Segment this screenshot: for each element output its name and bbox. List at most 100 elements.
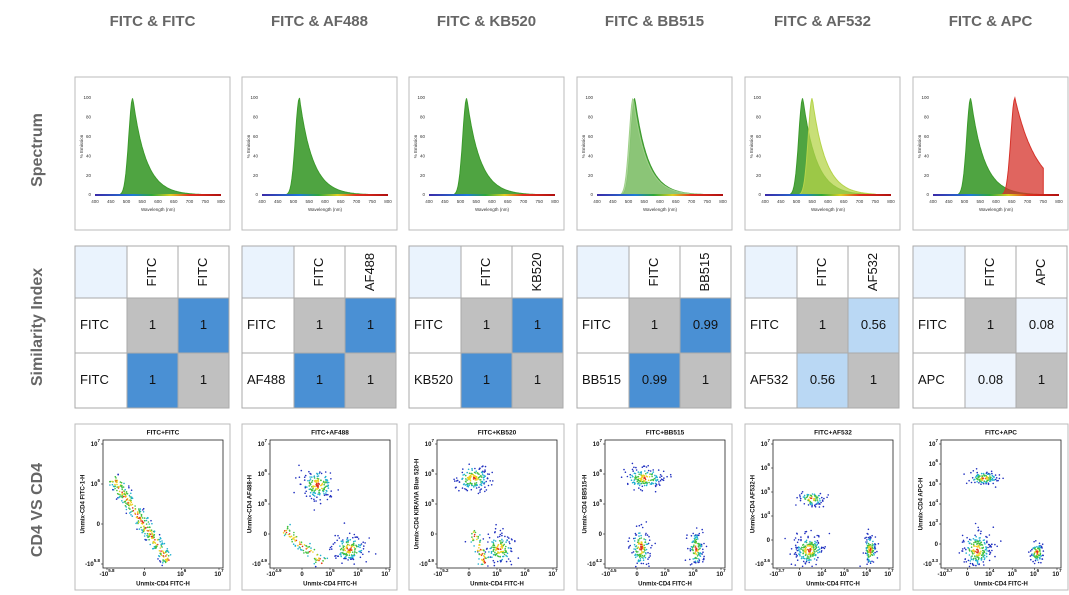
event-dot	[865, 536, 867, 539]
event-dot	[872, 561, 875, 563]
event-dot	[980, 550, 982, 553]
spectrum-y-tick: 40	[420, 153, 426, 158]
event-dot	[510, 550, 513, 553]
event-dot	[315, 500, 317, 502]
event-dot	[870, 546, 872, 548]
event-dot	[800, 536, 802, 538]
event-dot	[696, 560, 699, 562]
event-dot	[670, 476, 672, 478]
axis-tick-label: 106	[761, 462, 771, 471]
event-dot	[811, 504, 813, 507]
event-dot	[826, 496, 828, 499]
event-dot	[698, 548, 700, 551]
event-dot	[684, 559, 687, 561]
event-dot	[869, 560, 871, 563]
tick-exponent: 4.2	[596, 558, 603, 563]
event-dot	[645, 472, 647, 475]
event-dot	[293, 536, 295, 539]
event-dot	[355, 536, 358, 538]
column-header: FITC	[144, 258, 159, 287]
event-dot	[1028, 551, 1030, 553]
plot-frame	[241, 423, 398, 591]
event-dot	[346, 538, 348, 541]
event-dot	[694, 539, 696, 541]
event-dot	[153, 531, 156, 533]
spectrum-y-tick: 0	[422, 192, 425, 197]
event-dot	[645, 552, 647, 555]
axis-tick-label: 106	[258, 468, 268, 477]
event-dot	[488, 473, 491, 476]
event-dot	[310, 497, 313, 500]
event-dot	[341, 551, 343, 554]
event-dot	[805, 539, 808, 542]
event-dot	[876, 557, 879, 559]
event-dot	[284, 530, 286, 532]
event-dot	[693, 561, 695, 563]
event-dot	[974, 481, 976, 484]
event-dot	[985, 552, 988, 555]
event-dot	[318, 491, 320, 494]
event-dot	[511, 539, 513, 541]
event-dot	[642, 475, 644, 478]
event-dot	[808, 551, 810, 553]
event-dot	[635, 551, 638, 553]
event-dot	[1038, 549, 1041, 552]
event-dot	[462, 468, 464, 470]
event-dot	[500, 541, 502, 544]
event-dot	[824, 546, 826, 548]
event-dot	[465, 488, 468, 491]
event-dot	[626, 475, 629, 478]
spectrum-x-tick: 550	[305, 199, 313, 204]
event-dot	[640, 534, 642, 537]
event-dot	[874, 546, 876, 549]
tick-base: 10	[817, 572, 824, 578]
event-dot	[315, 561, 317, 563]
event-dot	[306, 547, 308, 549]
event-dot	[314, 492, 317, 495]
event-dot	[349, 556, 352, 559]
event-dot	[698, 559, 701, 561]
event-dot	[982, 539, 985, 542]
similarity-cell	[679, 297, 732, 354]
tick-base: -10	[85, 562, 94, 568]
event-dot	[494, 554, 497, 557]
event-dot	[985, 555, 988, 558]
event-dot	[489, 556, 492, 558]
event-dot	[309, 484, 312, 486]
tick-base: 10	[929, 442, 936, 448]
event-dot	[314, 559, 317, 561]
event-dot	[694, 546, 697, 548]
event-dot	[156, 545, 158, 547]
axis-tick-label: 0	[467, 572, 471, 578]
event-dot	[638, 537, 641, 540]
event-dot	[658, 481, 660, 483]
event-dot	[469, 478, 471, 481]
spectrum-y-label: % Emission	[79, 134, 84, 158]
similarity-value: 1	[200, 317, 207, 332]
event-dot	[473, 531, 475, 533]
axis-tick-label: -104.5	[602, 568, 617, 577]
row-header-cell	[408, 352, 462, 409]
spectrum-x-tick: 700	[186, 199, 194, 204]
event-dot	[655, 476, 658, 478]
event-dot	[317, 486, 319, 489]
event-dot	[138, 521, 140, 523]
event-dot	[814, 540, 816, 543]
spectrum-y-tick: 40	[756, 153, 762, 158]
event-dot	[689, 558, 691, 561]
event-dot	[481, 549, 483, 551]
event-dot	[696, 557, 698, 560]
event-dot	[461, 478, 463, 481]
event-dot	[991, 549, 993, 552]
event-dot	[479, 467, 481, 470]
event-dot	[477, 472, 479, 475]
event-dot	[134, 512, 136, 514]
event-dot	[976, 480, 978, 483]
event-dot	[865, 546, 868, 549]
event-dot	[479, 479, 481, 481]
event-dot	[809, 554, 812, 556]
event-dot	[810, 497, 813, 500]
event-dot	[128, 486, 130, 489]
event-dot	[347, 559, 349, 561]
event-dot	[477, 537, 480, 539]
